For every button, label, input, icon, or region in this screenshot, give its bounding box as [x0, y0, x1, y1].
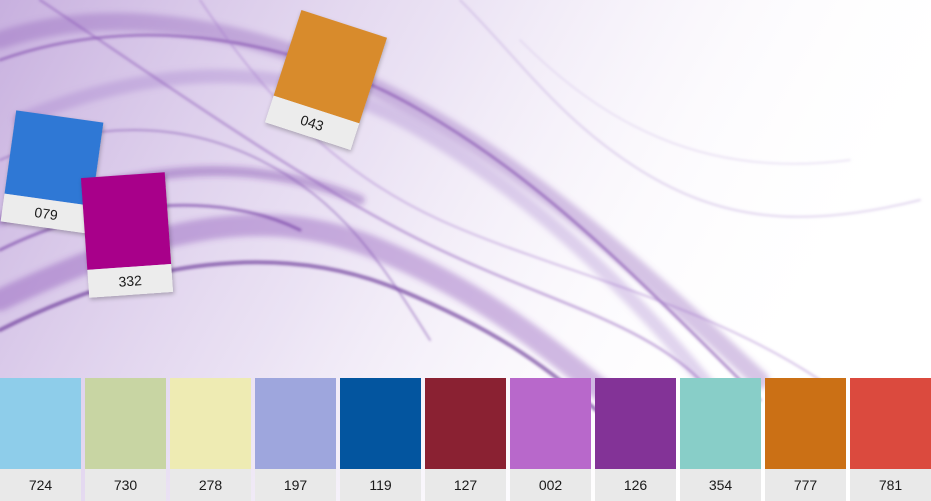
swatch[interactable]: 777: [765, 378, 846, 501]
swatch-color: [850, 378, 931, 469]
swatch-code: 197: [255, 469, 336, 501]
swatch-color: [0, 378, 81, 469]
color-chip[interactable]: 332: [80, 172, 174, 298]
swatch-code: 002: [510, 469, 591, 501]
swatch-code: 126: [595, 469, 676, 501]
swatch-color: [595, 378, 676, 469]
swatch-code: 777: [765, 469, 846, 501]
swatch-code: 278: [170, 469, 251, 501]
chip-code: 332: [87, 263, 174, 298]
swatch-color: [765, 378, 846, 469]
swatch[interactable]: 730: [85, 378, 166, 501]
swatch-code: 127: [425, 469, 506, 501]
swatch-strip: 724 730 278 197 119 127 002 126 354 777 …: [0, 378, 931, 501]
swatch[interactable]: 127: [425, 378, 506, 501]
swatch-color: [510, 378, 591, 469]
swatch-code: 354: [680, 469, 761, 501]
swatch[interactable]: 119: [340, 378, 421, 501]
swatch-color: [680, 378, 761, 469]
swatch[interactable]: 781: [850, 378, 931, 501]
swatch-color: [255, 378, 336, 469]
swatch-code: 119: [340, 469, 421, 501]
swatch-code: 730: [85, 469, 166, 501]
swatch-color: [425, 378, 506, 469]
swatch-code: 724: [0, 469, 81, 501]
swatch[interactable]: 002: [510, 378, 591, 501]
swatch-color: [340, 378, 421, 469]
swatch-color: [170, 378, 251, 469]
swatch[interactable]: 724: [0, 378, 81, 501]
swatch[interactable]: 354: [680, 378, 761, 501]
swatch[interactable]: 278: [170, 378, 251, 501]
swatch[interactable]: 126: [595, 378, 676, 501]
swatch-code: 781: [850, 469, 931, 501]
swatch[interactable]: 197: [255, 378, 336, 501]
swatch-color: [85, 378, 166, 469]
chip-color: [80, 172, 172, 270]
